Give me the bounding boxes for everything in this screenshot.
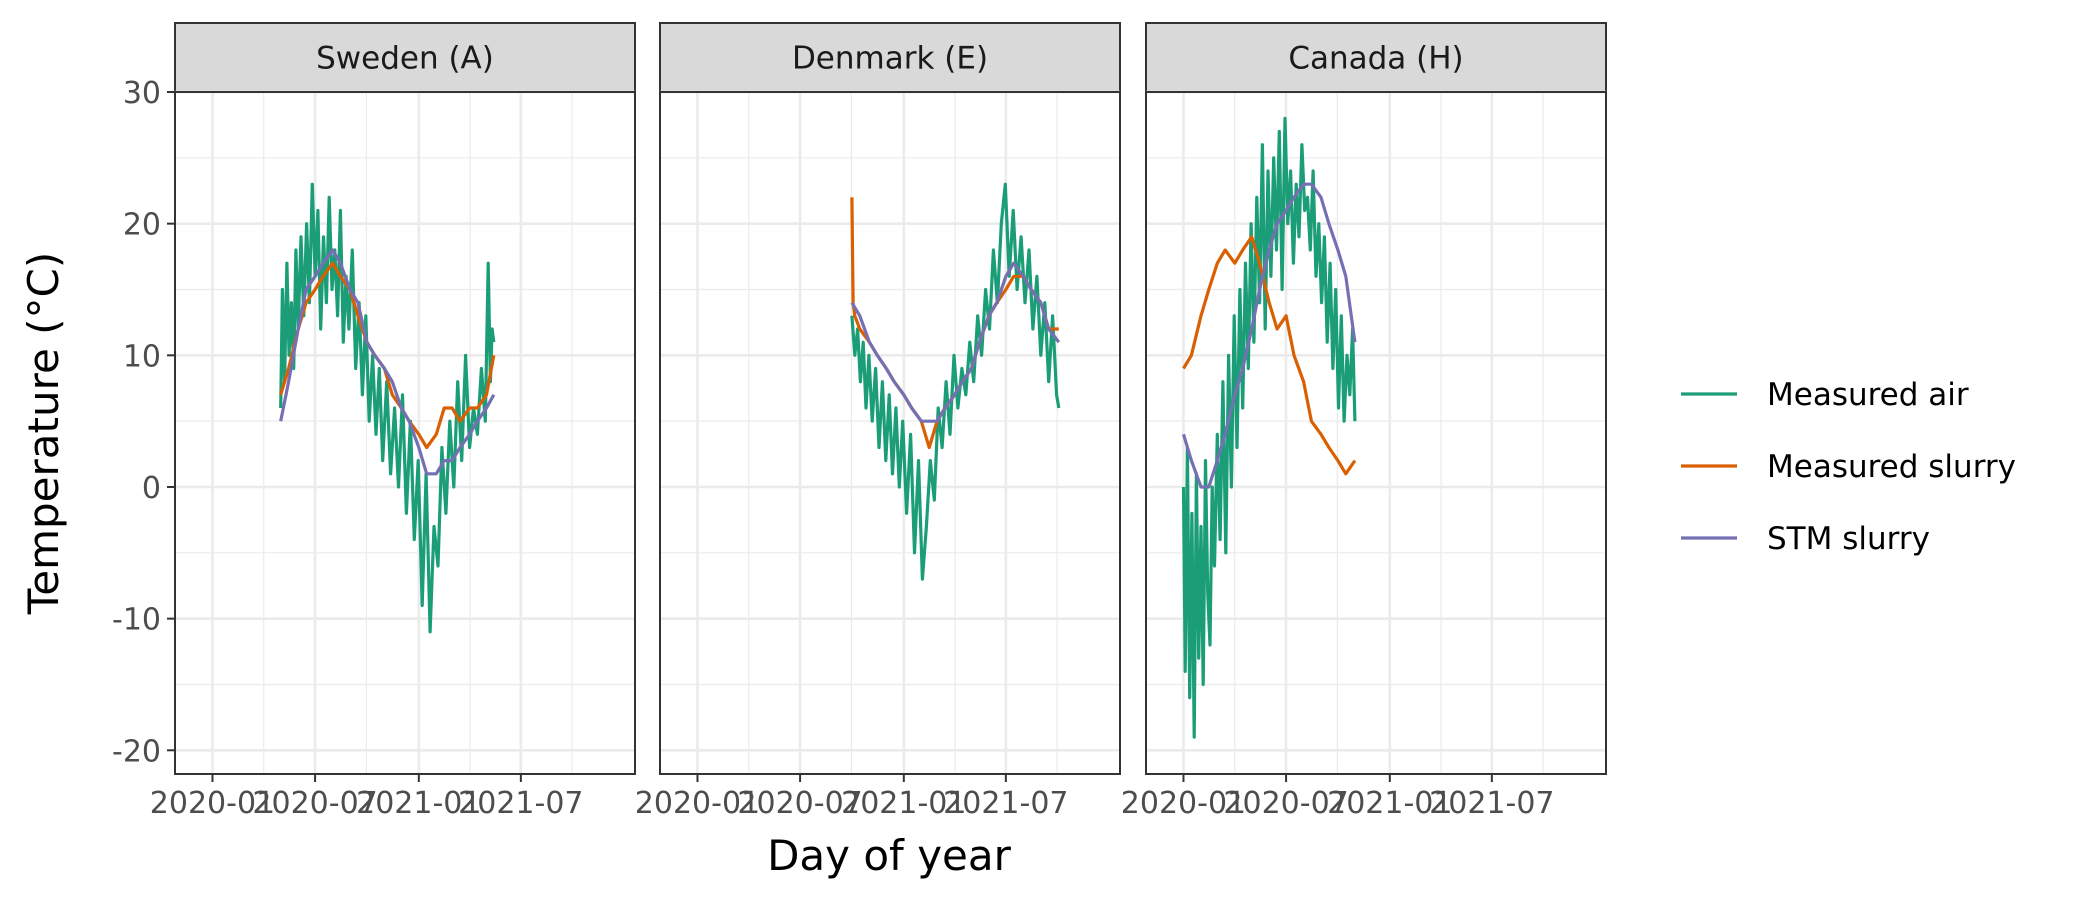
facet-strip-label: Denmark (E) bbox=[792, 41, 988, 77]
legend-label: Measured air bbox=[1767, 377, 1969, 413]
series-line bbox=[1181, 182, 1357, 489]
x-tick-label: 2020-07 bbox=[252, 786, 377, 821]
x-tick-label: 2020-01 bbox=[150, 786, 275, 821]
y-tick-label: 10 bbox=[123, 339, 161, 374]
legend-item: STM slurry bbox=[1681, 521, 1930, 557]
facet-panels: Sweden (A)2020-012020-072021-012021-07De… bbox=[150, 22, 1607, 821]
series-line bbox=[279, 248, 496, 476]
legend-item: Measured slurry bbox=[1681, 449, 2016, 485]
legend-label: STM slurry bbox=[1767, 521, 1930, 557]
x-tick-label: 2020-01 bbox=[1121, 786, 1246, 821]
facet-strip bbox=[174, 22, 636, 93]
legend-item: Measured air bbox=[1681, 377, 1969, 413]
panel-border bbox=[174, 91, 636, 775]
y-tick-label: -20 bbox=[112, 734, 161, 769]
x-tick-label: 2021-01 bbox=[1327, 786, 1452, 821]
facet-strip bbox=[1145, 22, 1607, 93]
x-tick-label: 2020-01 bbox=[635, 786, 760, 821]
y-tick-label: 0 bbox=[142, 471, 161, 506]
series-line bbox=[279, 182, 496, 634]
x-tick-label: 2021-07 bbox=[943, 786, 1068, 821]
legend: Measured air Measured slurry STM slurry bbox=[1681, 377, 2016, 557]
y-tick-label: -10 bbox=[112, 603, 161, 638]
y-axis-title: Temperature (°C) bbox=[19, 252, 68, 616]
series-line bbox=[1181, 116, 1357, 739]
x-tick-label: 2020-07 bbox=[1223, 786, 1348, 821]
panel-border bbox=[659, 91, 1121, 775]
y-axis: -20 -10 0 10 20 30 bbox=[112, 76, 175, 769]
y-tick-label: 20 bbox=[123, 208, 161, 243]
x-tick-label: 2021-07 bbox=[458, 786, 583, 821]
x-axis-title: Day of year bbox=[767, 831, 1012, 880]
series-line bbox=[279, 261, 496, 450]
facet-strip-label: Sweden (A) bbox=[316, 41, 494, 77]
series-line bbox=[850, 182, 1061, 581]
series-line bbox=[850, 261, 1061, 423]
x-tick-label: 2021-01 bbox=[356, 786, 481, 821]
x-tick-label: 2021-07 bbox=[1429, 786, 1554, 821]
legend-label: Measured slurry bbox=[1767, 449, 2016, 485]
x-tick-label: 2020-07 bbox=[737, 786, 862, 821]
y-tick-label: 30 bbox=[123, 76, 161, 111]
facet-strip bbox=[659, 22, 1121, 93]
x-tick-label: 2021-01 bbox=[841, 786, 966, 821]
facet-strip-label: Canada (H) bbox=[1288, 41, 1463, 77]
panel-background bbox=[1146, 92, 1606, 774]
panel-border bbox=[1145, 91, 1607, 775]
series-line bbox=[1182, 235, 1357, 476]
